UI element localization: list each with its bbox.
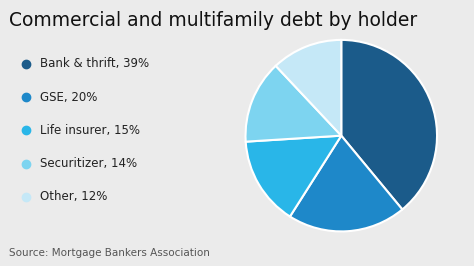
- Text: Source: Mortgage Bankers Association: Source: Mortgage Bankers Association: [9, 248, 210, 258]
- Wedge shape: [341, 40, 437, 209]
- Text: Other, 12%: Other, 12%: [40, 190, 108, 203]
- Wedge shape: [246, 136, 341, 217]
- Text: Life insurer, 15%: Life insurer, 15%: [40, 124, 140, 137]
- Text: Securitizer, 14%: Securitizer, 14%: [40, 157, 137, 170]
- Wedge shape: [246, 66, 341, 142]
- Text: Commercial and multifamily debt by holder: Commercial and multifamily debt by holde…: [9, 11, 418, 30]
- Wedge shape: [276, 40, 341, 136]
- Text: GSE, 20%: GSE, 20%: [40, 91, 98, 103]
- Wedge shape: [290, 136, 402, 231]
- Text: Bank & thrift, 39%: Bank & thrift, 39%: [40, 57, 149, 70]
